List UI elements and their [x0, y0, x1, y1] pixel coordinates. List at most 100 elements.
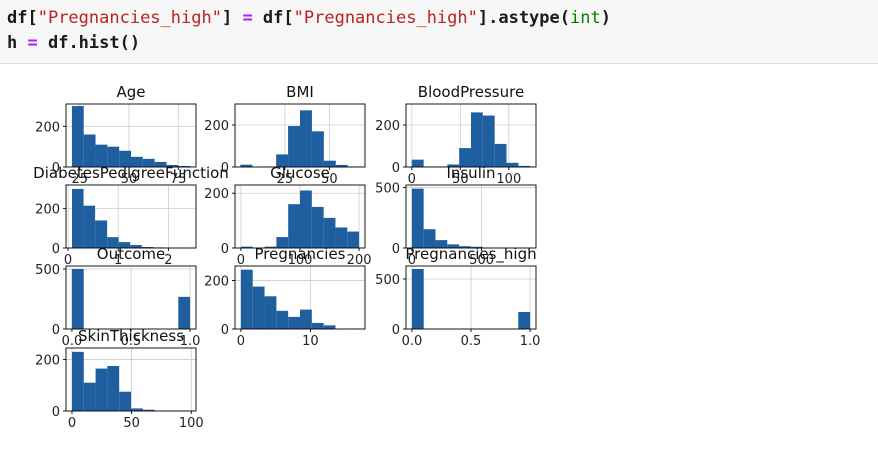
y-tick-label: 200 [204, 187, 229, 202]
histogram-bar [459, 246, 471, 248]
x-tick-label: 50 [121, 172, 138, 187]
x-tick-label: 100 [288, 253, 313, 268]
histogram-bar [154, 161, 167, 167]
y-tick-label: 200 [35, 354, 60, 369]
histogram-bar [83, 382, 96, 411]
histogram-bar [119, 391, 131, 411]
x-tick-label: 50 [452, 172, 469, 187]
code-cell[interactable]: df["Pregnancies_high"] = df["Pregnancies… [0, 0, 878, 64]
x-tick-label: 0 [68, 416, 76, 431]
code-token: ) [600, 8, 611, 28]
histogram-bar [311, 206, 324, 248]
x-tick-label: 25 [72, 172, 89, 187]
y-tick-label: 200 [204, 119, 229, 134]
histogram-bar [276, 154, 289, 167]
histogram-bar [506, 162, 519, 167]
histogram-bar [300, 190, 312, 248]
code-string-token: "Pregnancies_high" [37, 8, 222, 28]
histogram-bar [482, 115, 495, 167]
histogram-bar [240, 164, 253, 167]
histogram-bar [518, 312, 531, 329]
histogram-bar [264, 296, 277, 329]
x-tick-label: 25 [277, 172, 294, 187]
code-line-2: h = df.hist() [7, 33, 140, 53]
histogram-bar [423, 229, 436, 248]
y-tick-label: 500 [35, 263, 60, 278]
histogram-bar [95, 220, 108, 248]
x-tick-label: 200 [347, 253, 372, 268]
axes-frame [234, 103, 366, 168]
axes-frame [405, 103, 537, 168]
histogram-bar [459, 148, 471, 167]
code-token: df[ [262, 8, 294, 28]
histogram-bar [323, 160, 336, 167]
subplot-title: Outcome [97, 245, 165, 263]
x-tick-label: 0.5 [121, 334, 142, 349]
axes-frame [65, 103, 197, 168]
histogram-bar [311, 322, 324, 329]
subplot-title: DiabetesPedigreeFunction [33, 164, 229, 182]
code-token: df.hist() [47, 33, 141, 53]
histogram-bar [72, 188, 84, 248]
y-tick-label: 200 [35, 203, 60, 218]
histogram-bar [288, 204, 300, 248]
histogram-bar [71, 106, 84, 167]
code-token: h [7, 33, 18, 53]
y-tick-label: 0 [392, 323, 400, 338]
x-tick-label: 100 [179, 416, 204, 431]
histogram-bar [471, 112, 483, 167]
histogram-bar [119, 150, 131, 167]
histogram-bar [288, 126, 300, 167]
y-tick-label: 500 [375, 181, 400, 196]
histogram-bar [131, 408, 143, 411]
histogram-bar [276, 310, 289, 329]
histogram-bar [83, 134, 96, 167]
histogram-bar [95, 368, 108, 411]
subplot-title: Glucose [270, 164, 330, 182]
histogram-bar [411, 159, 424, 167]
histogram-bar [141, 247, 154, 248]
code-string-token: "Pregnancies_high" [293, 8, 478, 28]
histogram-bar [107, 237, 119, 248]
histogram-bar [240, 269, 253, 329]
axes-frame [65, 347, 197, 412]
x-tick-label: 100 [496, 172, 521, 187]
subplot-title: Pregnancies_high [405, 245, 536, 264]
x-tick-label: 1 [114, 253, 122, 268]
code-token: df[ [7, 8, 38, 28]
y-tick-label: 0 [392, 161, 400, 176]
histogram-bar [142, 158, 155, 167]
code-line-1: df["Pregnancies_high"] = df["Pregnancies… [7, 8, 611, 28]
code-token: ].astype( [477, 8, 570, 28]
code-token: ] [221, 8, 233, 28]
histogram-bar [178, 296, 191, 329]
x-tick-label: 50 [123, 416, 140, 431]
code-operator-token: = [17, 33, 48, 53]
y-tick-label: 0 [221, 161, 229, 176]
histogram-bar [447, 164, 460, 167]
axes-frame [65, 184, 197, 249]
histogram-bar [95, 144, 108, 167]
axes-frame [405, 184, 537, 249]
x-tick-label: 0.0 [402, 334, 423, 349]
x-tick-label: 0 [237, 334, 245, 349]
x-tick-label: 10 [302, 334, 319, 349]
histogram-bar [240, 246, 253, 248]
histogram-bar [300, 110, 312, 167]
histogram-bar [71, 269, 84, 329]
histogram-bar [178, 165, 191, 167]
histogram-bar [130, 245, 142, 248]
histogram-bar [323, 325, 336, 329]
x-tick-label: 0 [408, 253, 416, 268]
histogram-bar [411, 269, 424, 329]
histogram-bar [252, 286, 265, 329]
subplot-title: Insulin [446, 164, 495, 182]
y-tick-label: 200 [375, 119, 400, 134]
x-tick-label: 0 [408, 172, 416, 187]
axes-frame [234, 265, 366, 330]
histogram-bar [166, 164, 179, 167]
histogram-bar [131, 156, 143, 167]
x-tick-label: 1.0 [520, 334, 541, 349]
subplot-title: Pregnancies [254, 245, 345, 263]
